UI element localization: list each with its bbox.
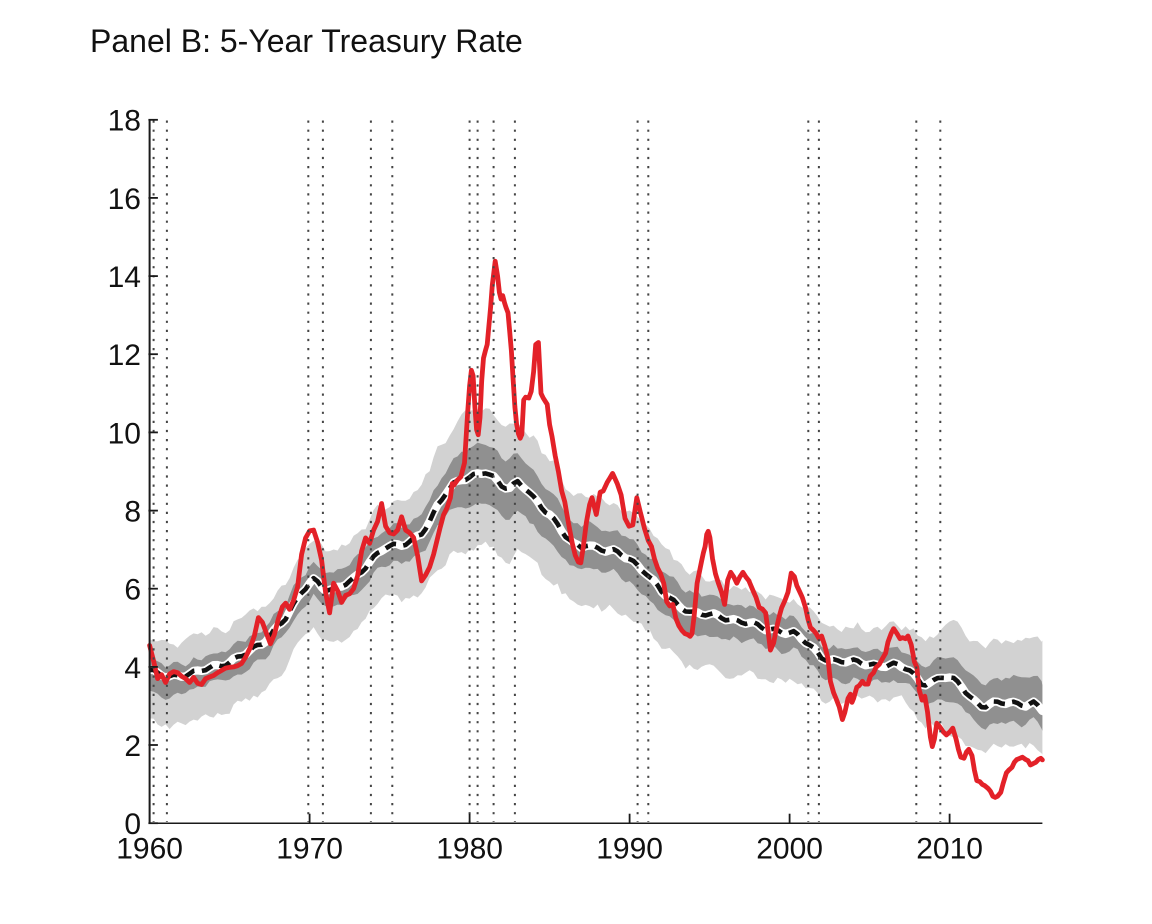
svg-text:1980: 1980 — [436, 833, 503, 866]
svg-text:1990: 1990 — [596, 833, 663, 866]
svg-text:14: 14 — [108, 261, 141, 294]
svg-text:1960: 1960 — [116, 833, 183, 866]
svg-text:12: 12 — [108, 339, 141, 372]
svg-text:Panel B: 5-Year Treasury Rate: Panel B: 5-Year Treasury Rate — [90, 23, 523, 59]
svg-text:2: 2 — [124, 730, 141, 763]
svg-text:16: 16 — [108, 183, 141, 216]
svg-text:8: 8 — [124, 496, 141, 529]
svg-text:10: 10 — [108, 417, 141, 450]
svg-text:6: 6 — [124, 574, 141, 607]
svg-text:2000: 2000 — [756, 833, 823, 866]
svg-text:2010: 2010 — [916, 833, 983, 866]
svg-text:0: 0 — [124, 808, 141, 841]
svg-text:1970: 1970 — [276, 833, 343, 866]
svg-text:4: 4 — [124, 652, 141, 685]
svg-text:18: 18 — [108, 105, 141, 138]
